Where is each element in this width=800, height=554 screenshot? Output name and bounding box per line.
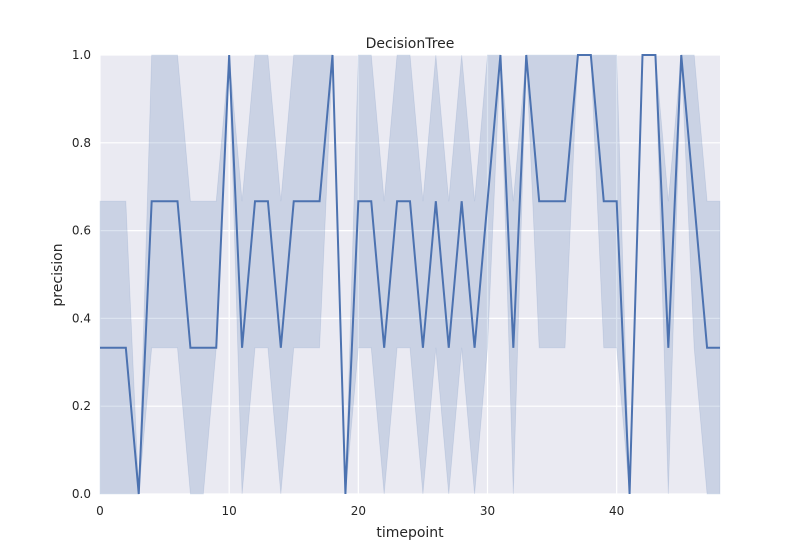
x-tick-label: 20 — [351, 504, 366, 518]
y-tick-labels: 0.0 0.2 0.4 0.6 0.8 1.0 — [72, 48, 91, 501]
y-tick-label: 0.8 — [72, 136, 91, 150]
grid-lines — [99, 54, 720, 495]
series-line — [100, 54, 720, 495]
y-tick-label: 0.4 — [72, 311, 91, 325]
y-tick-label: 0.2 — [72, 399, 91, 413]
y-tick-label: 0.0 — [72, 487, 91, 501]
y-axis-label: precision — [50, 243, 66, 306]
y-tick-label: 1.0 — [72, 48, 91, 62]
chart-title: DecisionTree — [366, 36, 455, 52]
x-tick-label: 0 — [96, 504, 104, 518]
x-tick-labels: 0 10 20 30 40 — [96, 504, 624, 518]
x-axis-label: timepoint — [376, 525, 444, 541]
y-tick-label: 0.6 — [72, 224, 91, 238]
x-tick-label: 40 — [609, 504, 624, 518]
x-tick-label: 10 — [222, 504, 237, 518]
x-tick-label: 30 — [480, 504, 495, 518]
confidence-band — [99, 54, 721, 495]
